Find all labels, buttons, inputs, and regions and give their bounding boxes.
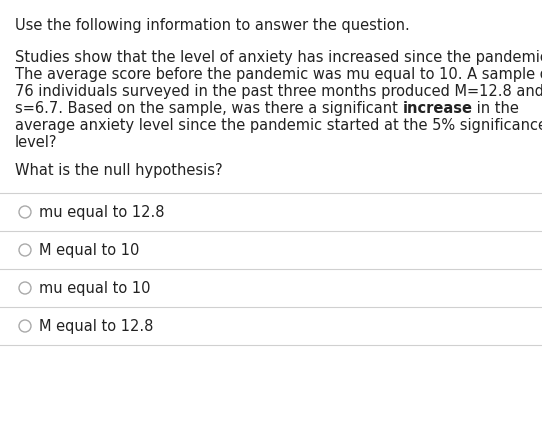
- Text: mu equal to 10: mu equal to 10: [39, 280, 151, 295]
- Text: in the: in the: [473, 101, 519, 116]
- Text: The average score before the pandemic was mu equal to 10. A sample of: The average score before the pandemic wa…: [15, 67, 542, 82]
- Text: Studies show that the level of anxiety has increased since the pandemic.: Studies show that the level of anxiety h…: [15, 50, 542, 65]
- Text: Use the following information to answer the question.: Use the following information to answer …: [15, 18, 410, 33]
- Text: M equal to 10: M equal to 10: [39, 243, 139, 258]
- Text: increase: increase: [403, 101, 473, 116]
- Text: mu equal to 12.8: mu equal to 12.8: [39, 204, 165, 219]
- Text: What is the null hypothesis?: What is the null hypothesis?: [15, 163, 223, 178]
- Text: 76 individuals surveyed in the past three months produced M=12.8 and: 76 individuals surveyed in the past thre…: [15, 84, 542, 99]
- Text: level?: level?: [15, 135, 57, 150]
- Text: s=6.7. Based on the sample, was there a significant: s=6.7. Based on the sample, was there a …: [15, 101, 403, 116]
- Text: average anxiety level since the pandemic started at the 5% significance: average anxiety level since the pandemic…: [15, 118, 542, 133]
- Text: M equal to 12.8: M equal to 12.8: [39, 318, 153, 334]
